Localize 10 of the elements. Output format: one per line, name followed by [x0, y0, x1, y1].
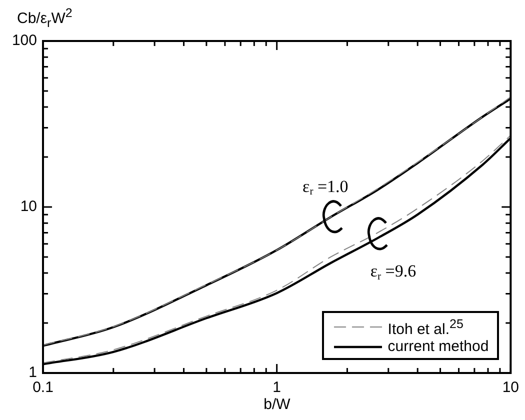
legend-label: current method	[388, 338, 489, 355]
y-tick-label: 100	[12, 32, 37, 50]
y-tick-label: 10	[20, 198, 37, 216]
y-tick-label: 1	[28, 364, 37, 382]
x-tick-label: 10	[502, 379, 519, 396]
y-axis-title: Cb/ε$_{r}$W$^{2}$	[17, 6, 72, 30]
legend-label: Itoh et al.$^{25}$	[388, 316, 464, 338]
x-tick-label: 0.1	[32, 379, 54, 396]
x-tick-label: 1	[272, 379, 281, 396]
x-axis-title: b/W	[262, 396, 292, 413]
